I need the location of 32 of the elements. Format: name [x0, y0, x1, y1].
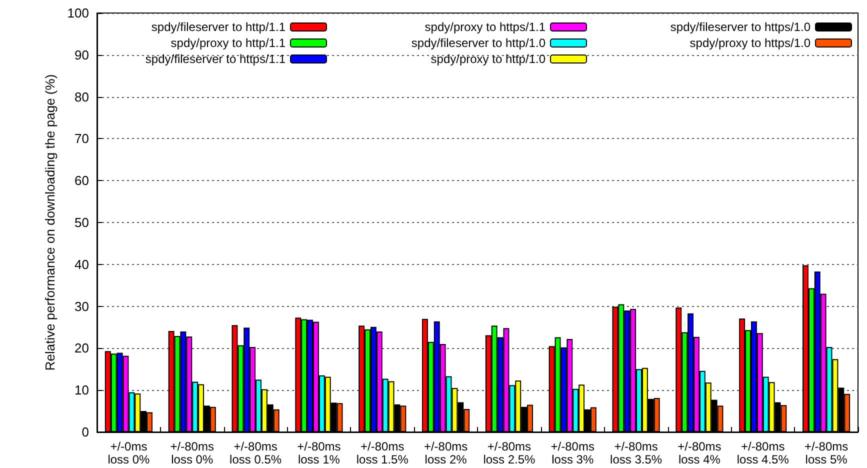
y-tick-label: 80 — [74, 89, 89, 104]
legend-label: spdy/proxy to https/1.1 — [424, 20, 546, 34]
x-tick-label: +/-80ms loss 0% — [170, 440, 214, 466]
y-tick-label: 30 — [74, 298, 89, 314]
legend-label: spdy/proxy to http/1.1 — [170, 36, 286, 50]
legend-label: spdy/fileserver to http/1.0 — [411, 36, 546, 50]
legend-label: spdy/fileserver to http/1.1 — [151, 20, 286, 34]
x-tick-label: +/-80ms loss 2% — [424, 440, 468, 466]
y-tick-label: 90 — [74, 47, 89, 62]
x-tick-label: +/-80ms loss 5% — [804, 440, 848, 466]
y-tick-label: 10 — [74, 382, 89, 398]
legend-label: spdy/fileserver to https/1.1 — [145, 52, 286, 66]
y-tick-label: 100 — [67, 6, 89, 20]
x-tick-label: +/-80ms loss 1.5% — [356, 440, 409, 466]
y-tick-label: 70 — [74, 131, 89, 146]
legend-label: spdy/proxy to http/1.0 — [430, 52, 546, 66]
x-tick-label: +/-80ms loss 2.5% — [483, 440, 536, 466]
y-tick-label: 20 — [74, 340, 89, 356]
y-tick-label: 60 — [74, 173, 89, 188]
x-tick-label: +/-80ms loss 3.5% — [610, 440, 662, 466]
x-tick-label: +/-80ms loss 3% — [550, 440, 594, 466]
x-tick-label: +/-80ms loss 1% — [297, 440, 341, 466]
x-tick-label: +/-80ms loss 0.5% — [230, 440, 282, 466]
legend-label: spdy/fileserver to https/1.0 — [670, 20, 811, 34]
y-axis-title: Relative performance on downloading the page (%) — [42, 74, 58, 371]
y-tick-label: 40 — [74, 256, 89, 272]
legend-label: spdy/proxy to https/1.0 — [690, 36, 811, 50]
x-tick-label: +/-80ms loss 4.5% — [736, 440, 790, 466]
x-tick-label: +/-0ms loss 0% — [108, 440, 150, 466]
x-tick-label: +/-80ms loss 4% — [678, 440, 722, 466]
y-tick-label: 50 — [74, 215, 89, 230]
y-tick-label: 0 — [82, 424, 89, 440]
